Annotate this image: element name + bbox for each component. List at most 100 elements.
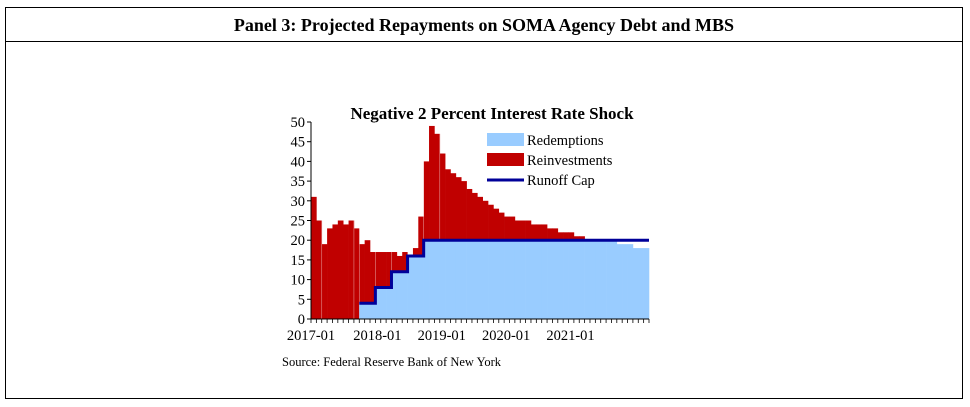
reinvestments-bar	[455, 177, 462, 241]
reinvestments-bar	[541, 224, 548, 241]
redemptions-bar	[541, 240, 548, 319]
y-tick-label: 35	[291, 174, 306, 190]
redemptions-bar	[418, 255, 424, 319]
legend-label-runoff-cap: Runoff Cap	[527, 173, 595, 189]
reinvestments-bar	[343, 224, 349, 319]
reinvestments-bar	[563, 232, 569, 241]
reinvestments-bar	[461, 181, 467, 241]
reinvestments-bar	[525, 220, 532, 241]
source-note: Source: Federal Reserve Bank of New York	[282, 355, 502, 369]
reinvestments-bar	[547, 228, 553, 241]
reinvestments-bar	[509, 216, 516, 241]
reinvestments-bar	[445, 169, 451, 241]
reinvestments-bar	[327, 228, 333, 319]
reinvestments-bar	[514, 220, 521, 241]
y-tick-label: 50	[291, 115, 306, 131]
redemptions-bar	[616, 244, 623, 319]
y-tick-label: 0	[298, 312, 305, 328]
reinvestments-bar	[579, 236, 585, 241]
redemptions-bar	[520, 240, 526, 319]
legend-swatch-redemptions	[487, 133, 524, 146]
reinvestments-bar	[321, 244, 328, 319]
y-tick-label: 20	[291, 233, 306, 249]
reinvestments-bar	[573, 236, 580, 241]
redemptions-bar	[407, 255, 414, 319]
reinvestments-bar	[450, 173, 457, 241]
redemptions-bar	[632, 248, 639, 319]
redemptions-bar	[606, 240, 612, 319]
reinvestments-bar	[311, 196, 317, 319]
reinvestments-bar	[418, 216, 424, 256]
x-tick-label: 2017-01	[287, 328, 335, 344]
y-tick-label: 45	[291, 135, 306, 151]
y-tick-label: 30	[291, 194, 306, 210]
redemptions-bar	[445, 240, 451, 319]
redemptions-bar	[402, 271, 408, 319]
redemptions-bar	[423, 240, 430, 319]
reinvestments-bar	[364, 240, 371, 304]
redemptions-bar	[396, 271, 403, 319]
redemptions-bar	[359, 303, 365, 319]
panel-frame: Panel 3: Projected Repayments on SOMA Ag…	[5, 7, 963, 399]
redemptions-bar	[461, 240, 467, 319]
redemptions-bar	[482, 240, 489, 319]
reinvestments-bar	[332, 224, 339, 319]
reinvestments-bar	[386, 252, 392, 288]
redemptions-bar	[536, 240, 542, 319]
redemptions-bar	[563, 240, 569, 319]
y-tick-label: 40	[291, 154, 306, 170]
reinvestments-bar	[348, 220, 355, 319]
reinvestments-bar	[434, 133, 441, 241]
panel-title: Panel 3: Projected Repayments on SOMA Ag…	[6, 8, 962, 42]
redemptions-bar	[552, 240, 559, 319]
redemptions-bar	[493, 240, 500, 319]
reinvestments-bar	[471, 192, 478, 241]
y-tick-label: 10	[291, 273, 306, 289]
redemptions-bar	[638, 248, 644, 319]
redemptions-bar	[471, 240, 478, 319]
legend-label-redemptions: Redemptions	[527, 133, 604, 149]
redemptions-bar	[573, 240, 580, 319]
chart-title: Negative 2 Percent Interest Rate Shock	[350, 104, 634, 123]
y-tick-label: 5	[298, 292, 305, 308]
reinvestments-bar	[402, 252, 408, 272]
redemptions-bar	[370, 303, 376, 319]
redemptions-bar	[429, 240, 435, 319]
redemptions-bar	[375, 287, 382, 319]
reinvestments-bar	[412, 248, 419, 256]
reinvestments-bar	[370, 252, 376, 304]
redemptions-bar	[525, 240, 532, 319]
reinvestments-bar	[429, 125, 435, 241]
reinvestments-bar	[337, 220, 344, 319]
reinvestments-bars	[311, 122, 585, 319]
y-tick-label: 15	[291, 253, 306, 269]
redemptions-bar	[579, 240, 585, 319]
y-tick-label: 25	[291, 214, 306, 230]
reinvestments-bar	[375, 252, 382, 288]
redemptions-bar	[589, 240, 596, 319]
redemptions-bar	[568, 240, 575, 319]
reinvestments-bar	[493, 208, 500, 241]
reinvestments-bar	[423, 161, 430, 241]
redemptions-bar	[600, 240, 607, 319]
redemptions-bar	[434, 240, 441, 319]
reinvestments-bar	[353, 228, 360, 319]
redemptions-bar	[364, 303, 371, 319]
redemptions-bar	[386, 287, 392, 319]
redemptions-bar	[509, 240, 516, 319]
redemptions-bar	[504, 240, 510, 319]
redemptions-bar	[466, 240, 473, 319]
reinvestments-bar	[482, 200, 489, 241]
redemptions-bar	[643, 248, 650, 319]
reinvestments-bar	[530, 224, 537, 241]
redemptions-bar	[455, 240, 462, 319]
redemptions-bar	[530, 240, 537, 319]
redemptions-bar	[595, 240, 602, 319]
reinvestments-bar	[359, 244, 365, 304]
redemptions-bar	[611, 240, 618, 319]
legend-label-reinvestments: Reinvestments	[527, 153, 613, 169]
legend-swatch-reinvestments	[487, 153, 524, 166]
x-tick-label: 2020-01	[482, 328, 530, 344]
reinvestments-bar	[520, 220, 526, 241]
reinvestments-bar	[380, 252, 387, 288]
